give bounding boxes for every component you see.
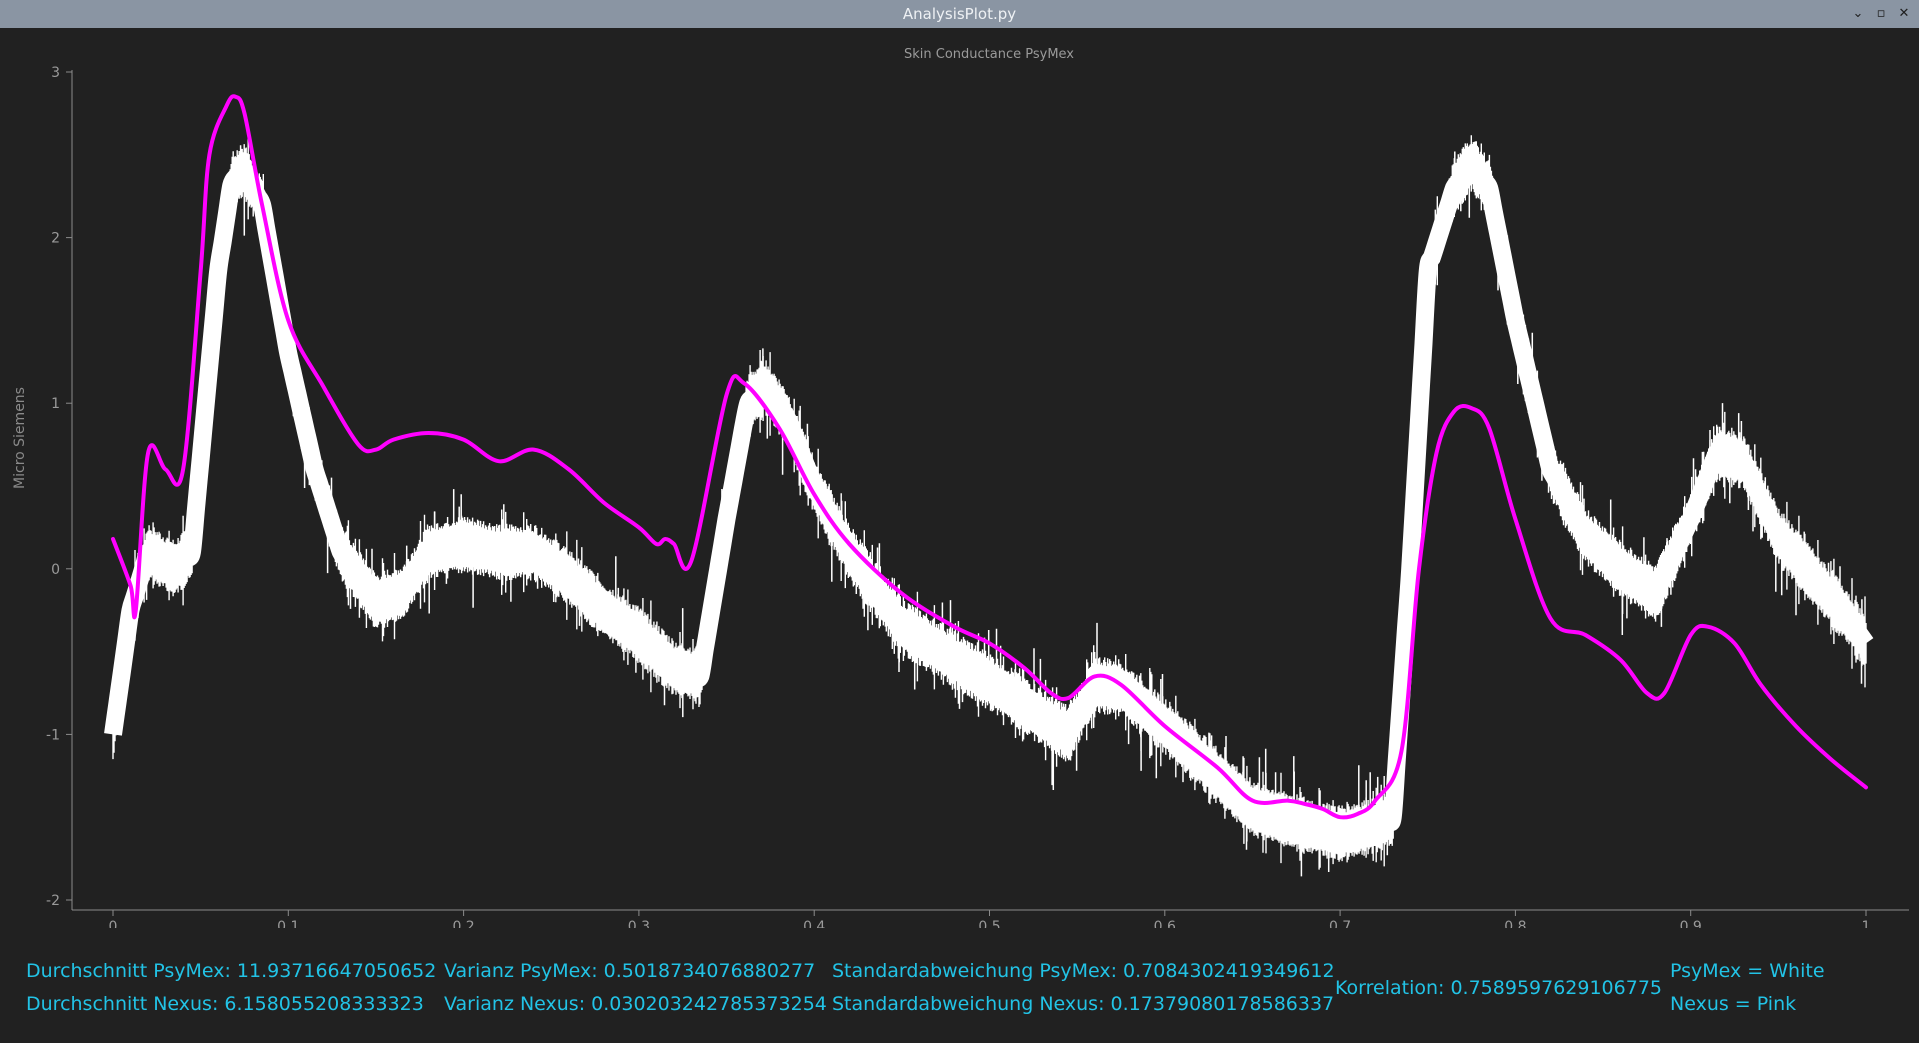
psymex-spikes xyxy=(116,145,1863,877)
y-tick-label: -2 xyxy=(46,893,60,909)
psymex-band xyxy=(112,135,1867,870)
series-nexus xyxy=(111,94,1868,820)
plot-area[interactable]: Skin Conductance PsyMex Micro Siemens 3 2… xyxy=(0,28,1919,935)
window-titlebar: AnalysisPlot.py ⌄ ▫ ✕ xyxy=(0,0,1919,28)
series-layer xyxy=(104,94,1874,877)
legend-psymex: PsyMex = White xyxy=(1670,960,1825,982)
window-title: AnalysisPlot.py xyxy=(902,5,1017,23)
maximize-button[interactable]: ▫ xyxy=(1876,6,1886,21)
y-tick-label: 0 xyxy=(51,562,60,578)
variance-nexus: Varianz Nexus: 0.030203242785373254 xyxy=(444,993,827,1015)
mean-psymex: Durchschnitt PsyMex: 11.93716647050652 xyxy=(26,960,437,982)
y-tick-label: -1 xyxy=(46,727,60,743)
x-tick-label: 0.4 xyxy=(803,919,825,928)
x-tick-label: 0.3 xyxy=(628,919,650,928)
x-tick-label: 0.6 xyxy=(1154,919,1176,928)
x-tick-label: 0.7 xyxy=(1329,919,1351,928)
x-tick-label: 0.8 xyxy=(1504,919,1526,928)
correlation: Korrelation: 0.7589597629106775 xyxy=(1335,977,1662,999)
close-button[interactable]: ✕ xyxy=(1898,6,1910,21)
y-axis-label: Micro Siemens xyxy=(12,387,28,489)
y-tick-label: 2 xyxy=(51,231,60,247)
chart-title: Skin Conductance PsyMex xyxy=(904,47,1074,62)
variance-psymex: Varianz PsyMex: 0.5018734076880277 xyxy=(444,960,816,982)
y-tick-label: 1 xyxy=(51,396,60,412)
series-psymex xyxy=(104,135,1874,877)
x-tick-label: 1 xyxy=(1862,919,1871,928)
psymex-core xyxy=(104,154,1874,843)
stddev-psymex: Standardabweichung PsyMex: 0.70843024193… xyxy=(832,960,1335,982)
x-tick-label: 0.1 xyxy=(277,919,299,928)
y-axis-ticks: 3 2 1 0 -1 -2 xyxy=(46,65,72,909)
minimize-button[interactable]: ⌄ xyxy=(1852,6,1864,21)
statistics-panel: Durchschnitt PsyMex: 11.93716647050652 D… xyxy=(0,940,1919,1040)
x-tick-label: 0.9 xyxy=(1680,919,1702,928)
x-tick-label: 0.2 xyxy=(452,919,474,928)
skin-conductance-chart[interactable]: Skin Conductance PsyMex Micro Siemens 3 2… xyxy=(0,28,1919,935)
y-tick-label: 3 xyxy=(51,65,60,81)
stddev-nexus: Standardabweichung Nexus: 0.173790801785… xyxy=(832,993,1335,1015)
x-axis-ticks: 0 0.1 0.2 0.3 0.4 0.5 0.6 0.7 0.8 0.9 1 xyxy=(109,910,1871,935)
x-tick-label: 0.5 xyxy=(978,919,1000,928)
legend-nexus: Nexus = Pink xyxy=(1670,993,1797,1015)
x-tick-label: 0 xyxy=(109,919,118,928)
mean-nexus: Durchschnitt Nexus: 6.158055208333323 xyxy=(26,993,424,1015)
